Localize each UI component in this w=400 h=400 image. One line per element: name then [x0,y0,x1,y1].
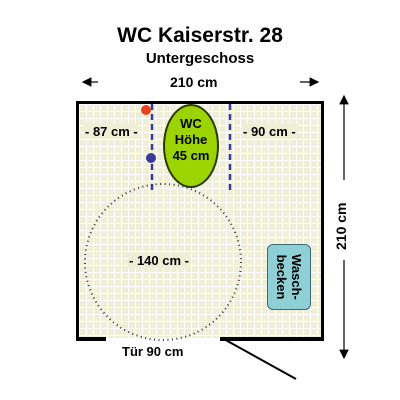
toilet-label-line: Höhe [174,132,208,147]
sink-label-line: becken [274,254,289,300]
toilet-label-line: WC [180,116,202,131]
door-swing [221,337,297,380]
toilet-label: WC Höhe 45 cm [163,116,219,164]
turning-circle [84,183,242,341]
plan-subtitle: Untergeschoss [145,50,255,67]
left-clearance-text: - 87 cm - [84,124,139,139]
left-clearance-label: - 87 cm - [84,124,139,139]
right-clearance-label: - 90 cm - [242,124,297,139]
wall-right [321,101,324,341]
toilet [163,104,219,188]
wall-bottom-left [76,337,106,341]
door-label: Tür 90 cm [122,344,184,359]
sink-label-line: Wasch- [289,254,304,300]
sink-label: Wasch- becken [267,244,311,310]
wall-bottom-right [220,337,324,341]
turning-circle-text: - 140 cm - [128,253,190,268]
turning-circle-label: - 140 cm - [128,253,190,268]
toilet-label-line: 45 cm [172,148,210,163]
flush-button-icon [141,105,151,115]
width-label: 210 cm [170,74,218,90]
grab-bar-mount-icon [146,153,156,163]
wall-left [76,101,79,341]
right-clearance-text: - 90 cm - [242,124,297,139]
plan-title: WC Kaiserstr. 28 [117,24,283,47]
wall-top [76,101,324,104]
sink [267,244,311,310]
